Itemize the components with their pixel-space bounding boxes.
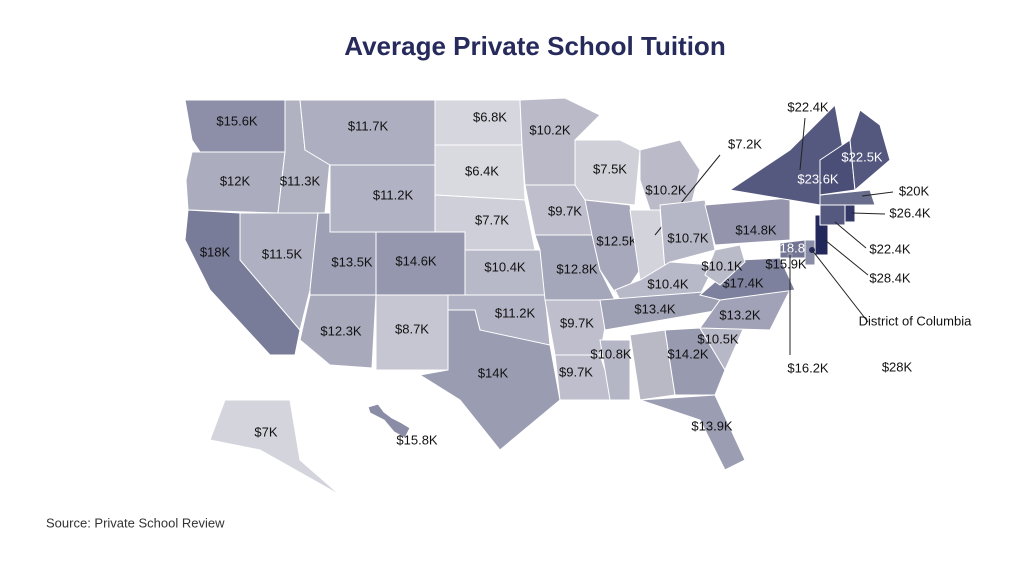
region-label: $7.5K [593,161,627,176]
region-label: $8.7K [395,321,429,336]
state-shape [209,399,341,496]
leader-line [861,191,894,197]
state-shape [299,294,377,369]
source: Source: Private School Review [46,515,225,530]
region-label: $18K [200,244,231,259]
region-label: $12.5K [596,233,638,248]
region-label: $11.7K [348,118,389,133]
state-shape [664,327,726,396]
region-label: $10.4K [647,276,689,291]
region-label: $22.5K [841,149,883,164]
region-label: $9.7K [559,364,593,379]
region-label: $15.6K [216,113,258,128]
state-shape [819,189,876,206]
region-label: $10.5K [697,331,739,346]
region-label: $28K [882,359,913,374]
state-shape [819,204,846,226]
region-label: $22.4K [787,99,829,114]
region-label: $13.2K [719,307,761,322]
state-shape [704,244,746,286]
state-shape [574,139,641,206]
region-label: $23.6K [797,171,839,186]
region-label: $7.7K [475,212,509,227]
region-label: $9.7K [548,203,582,218]
state-shape [185,151,286,214]
region-label: $12K [220,173,251,188]
region-label: $10.2K [529,122,571,137]
state-shape [599,339,631,401]
region-label: $10.1K [701,258,743,273]
state-shape [804,239,816,266]
region-label: $10.4K [484,259,526,274]
state-shape [367,403,411,439]
leader-line [811,249,869,323]
region-label: $6.8K [473,109,507,124]
region-label: $18.8K [772,240,814,255]
region-label: $10.7K [667,230,709,245]
state-shape [704,197,791,246]
region-label: $7K [254,424,277,439]
state-shape [639,394,746,471]
leader-line [851,212,886,215]
title: Average Private School Tuition [344,31,725,61]
region-label: $11.5K [262,246,303,261]
region-label: $14K [478,365,509,380]
region-label: $20K [899,183,930,198]
leader-line [799,117,806,171]
state-shape [418,309,561,451]
leader-line [824,239,869,276]
region-label: $11.2K [373,187,414,202]
region-label: $17.4K [722,275,764,290]
region-label: $16.2K [787,360,829,375]
region-label: $26.4K [889,205,931,220]
state-shape [659,199,716,272]
region-label: $22.4K [869,241,911,256]
region-label: $28.4K [869,270,911,285]
region-label: $13.5K [331,254,373,269]
region-label: $11.2K [495,305,536,320]
region-label: $9.7K [560,315,594,330]
region-label: $13.4K [634,301,676,316]
state-shape [849,109,891,192]
region-label: $6.4K [465,163,499,178]
region-label: $10.8K [590,346,632,361]
region-label: $10.2K [645,182,687,197]
region-label: $12.8K [556,261,598,276]
state-shape [239,212,319,332]
leader-line [834,221,867,249]
region-label: $7.2K [728,136,762,151]
region-label: $13.9K [691,418,733,433]
region-label: $12.3K [320,323,362,338]
region-label: $14.8K [735,222,777,237]
region-label: $14.2K [667,346,709,361]
region-label: $15.9K [765,256,807,271]
region-label: $15.8K [396,432,438,447]
region-label: $14.6K [395,253,437,268]
region-label: $11.3K [280,173,321,188]
region-name: District of Columbia [859,313,972,328]
